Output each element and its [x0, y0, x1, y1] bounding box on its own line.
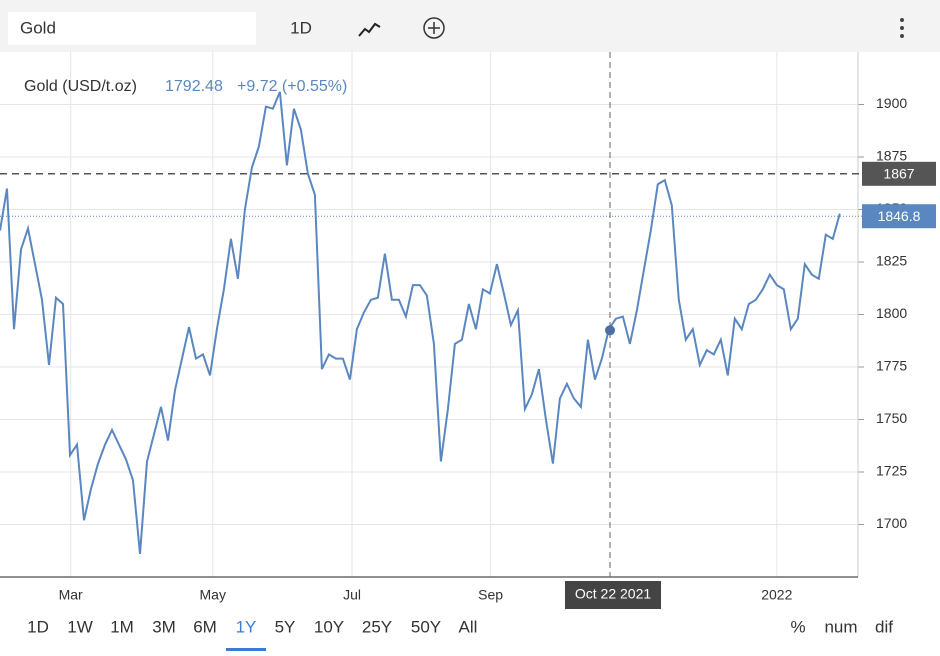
x-tick-label: May — [200, 587, 226, 603]
symbol-text: Gold — [20, 18, 56, 37]
range-button[interactable]: 6M — [193, 617, 217, 636]
y-tick-label: 1900 — [876, 95, 907, 111]
mode-button[interactable]: num — [824, 617, 857, 636]
x-tick-label: Jul — [343, 587, 361, 603]
y-tick-label: 1800 — [876, 305, 907, 321]
x-tick-label: Sep — [478, 587, 503, 603]
active-range-underline — [226, 648, 266, 651]
reference-label: 1867 — [883, 166, 914, 182]
add-icon-plus — [428, 22, 440, 34]
range-button[interactable]: 1Y — [236, 617, 257, 636]
range-button[interactable]: 3M — [152, 617, 176, 636]
y-tick-label: 1825 — [876, 253, 907, 269]
y-tick-label: 1750 — [876, 410, 907, 426]
crosshair-label: Oct 22 2021 — [575, 586, 651, 602]
range-button[interactable]: 1D — [27, 617, 49, 636]
y-tick-label: 1725 — [876, 463, 907, 479]
mode-button[interactable]: % — [790, 617, 805, 636]
y-tick-label: 1875 — [876, 148, 907, 164]
y-tick-label: 1700 — [876, 515, 907, 531]
y-tick-label: 1775 — [876, 358, 907, 374]
reference-label-box — [862, 204, 936, 229]
legend-label: Gold (USD/t.oz) — [24, 78, 137, 95]
range-button[interactable]: All — [459, 617, 478, 636]
price-line — [0, 91, 841, 554]
range-button[interactable]: 1W — [67, 617, 93, 636]
interval-button[interactable]: 1D — [290, 18, 312, 37]
crosshair-label-box — [565, 581, 661, 609]
chart-type-icon[interactable] — [358, 22, 381, 37]
legend-change: +9.72 (+0.55%) — [237, 78, 347, 95]
menu-icon[interactable] — [900, 18, 904, 38]
x-tick-label: Mar — [59, 587, 83, 603]
range-button[interactable]: 50Y — [411, 617, 441, 636]
range-button[interactable]: 5Y — [275, 617, 296, 636]
x-tick-label: 2022 — [761, 587, 792, 603]
add-icon[interactable] — [423, 17, 445, 39]
plot-area: 170017251750177518001825185018751900MarM… — [0, 52, 936, 609]
hover-point — [605, 325, 615, 336]
range-button[interactable]: 10Y — [314, 617, 344, 636]
legend-price: 1792.48 — [165, 78, 223, 95]
range-button[interactable]: 25Y — [362, 617, 392, 636]
reference-label-box — [862, 161, 936, 186]
range-button[interactable]: 1M — [110, 617, 134, 636]
reference-label: 1846.8 — [878, 208, 921, 224]
mode-button[interactable]: dif — [875, 617, 893, 636]
symbol-input[interactable] — [8, 12, 256, 45]
